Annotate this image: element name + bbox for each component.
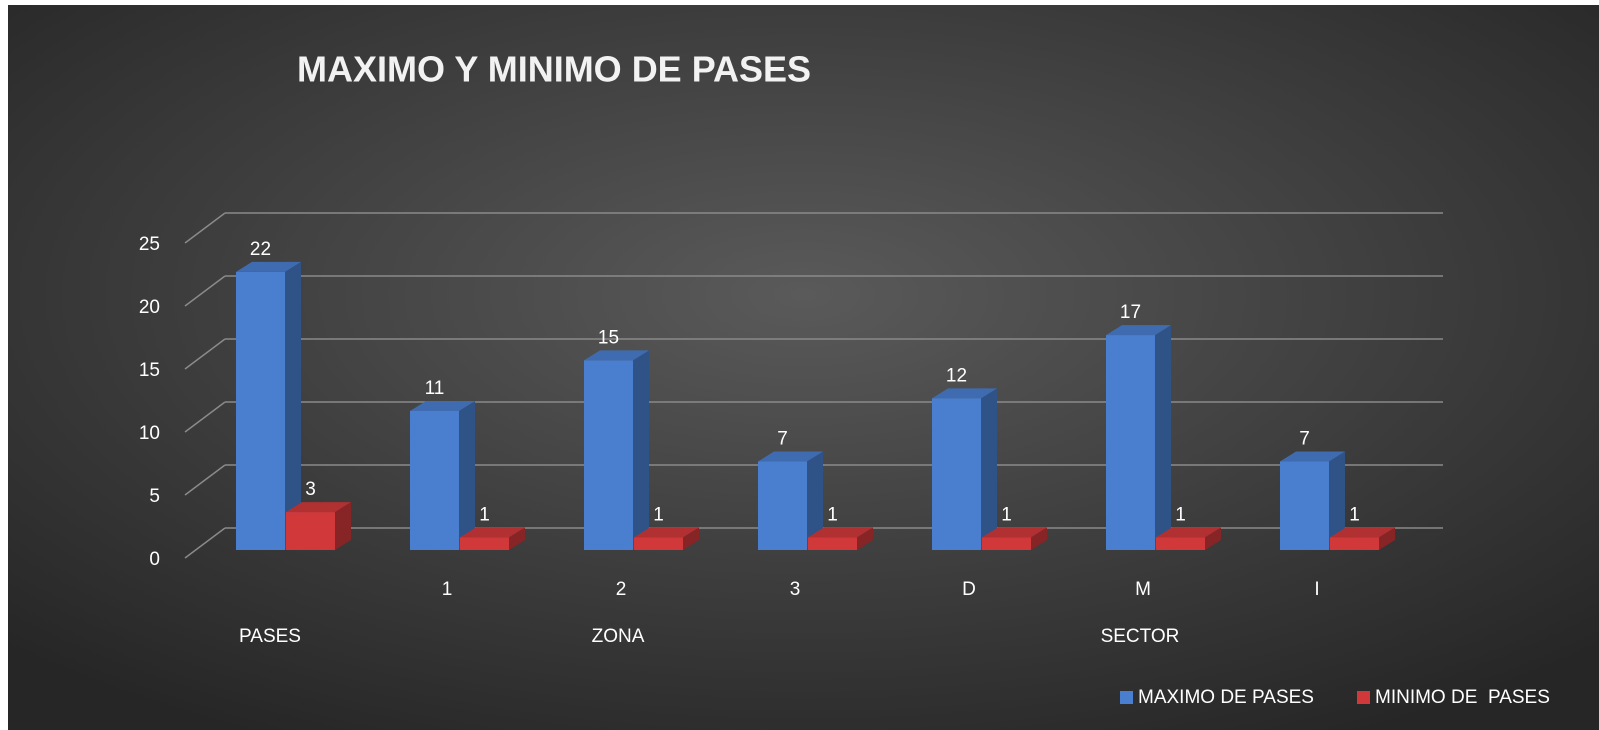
bar-side (1155, 325, 1171, 550)
bar (584, 360, 633, 550)
group-label: SECTOR (1101, 626, 1180, 647)
bar-top (236, 261, 301, 272)
grid-line-side (184, 527, 226, 559)
bar-top (932, 388, 997, 399)
chart-title: MAXIMO Y MINIMO DE PASES (297, 49, 811, 90)
bar-top (1330, 527, 1395, 538)
value-label: 15 (598, 327, 619, 348)
bar (1280, 461, 1329, 550)
value-label: 22 (250, 239, 271, 260)
y-tick-label: 15 (139, 360, 160, 381)
y-tick-label: 10 (139, 423, 160, 444)
bar (410, 410, 459, 550)
bar (286, 512, 335, 550)
grid-line-side (184, 401, 226, 433)
grid-line-side (184, 464, 226, 496)
bar-side (335, 502, 351, 550)
x-tick-label: 1 (442, 579, 453, 600)
y-tick-label: 0 (149, 549, 160, 570)
grid-line-side (184, 275, 226, 307)
legend-label: MAXIMO DE PASES (1138, 687, 1314, 708)
bar (1156, 537, 1205, 550)
y-tick-label: 5 (149, 486, 160, 507)
bar (460, 537, 509, 550)
bar-top (584, 350, 649, 361)
bar-side (285, 261, 301, 550)
grid-line-side (184, 338, 226, 370)
bar (982, 537, 1031, 550)
bar-top (634, 527, 699, 538)
bar-side (683, 527, 699, 550)
bar (808, 537, 857, 550)
value-label: 1 (1175, 504, 1186, 525)
legend-swatch (1357, 691, 1370, 704)
bar-top (1106, 325, 1171, 336)
value-label: 12 (946, 365, 967, 386)
x-tick-label: D (962, 579, 976, 600)
bar-side (1329, 451, 1345, 550)
value-label: 7 (777, 429, 788, 450)
bar-side (1031, 527, 1047, 550)
bar (634, 537, 683, 550)
x-tick-label: M (1135, 579, 1151, 600)
bar-top (758, 451, 823, 462)
legend-swatch (1120, 691, 1133, 704)
bar-side (807, 451, 823, 550)
bar-side (1205, 527, 1221, 550)
bar-top (982, 527, 1047, 538)
x-tick-label: I (1314, 579, 1319, 600)
bar (932, 398, 981, 550)
bar (1330, 537, 1379, 550)
bar-side (857, 527, 873, 550)
bar-side (509, 527, 525, 550)
bar-side (981, 388, 997, 550)
group-label: PASES (239, 626, 301, 647)
bar-top (410, 400, 475, 411)
value-label: 11 (425, 378, 445, 399)
bar-top (1280, 451, 1345, 462)
bar (236, 271, 285, 550)
value-label: 1 (479, 504, 490, 525)
bar (758, 461, 807, 550)
value-label: 1 (827, 504, 838, 525)
x-tick-label: 2 (616, 579, 627, 600)
bar-top (286, 502, 351, 513)
value-label: 3 (305, 479, 316, 500)
value-label: 1 (1349, 504, 1360, 525)
bar-side (1379, 527, 1395, 550)
value-label: 7 (1299, 429, 1310, 450)
value-label: 17 (1120, 302, 1141, 323)
value-label: 1 (1001, 504, 1012, 525)
bar-top (1156, 527, 1221, 538)
x-tick-label: 3 (790, 579, 801, 600)
bar-top (460, 527, 525, 538)
bar-side (633, 350, 649, 550)
y-tick-label: 25 (139, 234, 160, 255)
legend-label: MINIMO DE PASES (1375, 687, 1550, 708)
bar-top (808, 527, 873, 538)
bar-side (459, 400, 475, 550)
value-label: 1 (653, 504, 664, 525)
bar (1106, 335, 1155, 550)
y-tick-label: 20 (139, 297, 160, 318)
grid-line-side (184, 212, 226, 244)
group-label: ZONA (592, 626, 645, 647)
